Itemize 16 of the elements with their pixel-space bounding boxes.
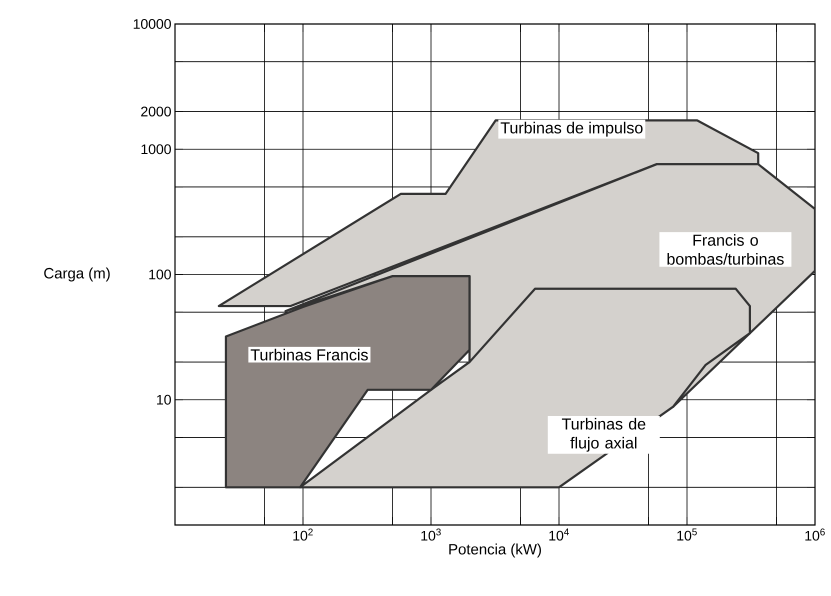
x-tick-label: 10$^{2}$	[293, 528, 313, 541]
y-tick-label: 1000	[142, 144, 171, 154]
x-tick-label: 10$^{3}$	[421, 528, 441, 541]
x-tick-label: 10$^{6}$	[805, 528, 825, 541]
series-label: Turbinas de flujo axial	[562, 418, 646, 452]
y-tick-label: 10	[157, 394, 171, 405]
y-tick-label: 100	[149, 270, 171, 280]
x-tick-label: 10$^{4}$	[549, 528, 569, 541]
y-tick-label: 2000	[141, 106, 171, 116]
y-tick-label: 10000	[134, 19, 171, 29]
series-label: Turbinas Francis	[250, 348, 368, 361]
x-axis-title: Potencia (kW)	[449, 544, 541, 558]
x-tick-label: 10$^{5}$	[677, 528, 697, 541]
series-label: Francis o bombas/turbinas	[668, 234, 784, 265]
series-label: Turbinas de impulso	[500, 122, 643, 137]
y-axis-title: Carga (m)	[44, 268, 110, 282]
